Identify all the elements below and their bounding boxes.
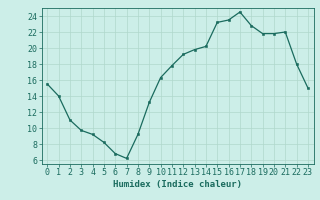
X-axis label: Humidex (Indice chaleur): Humidex (Indice chaleur) [113, 180, 242, 189]
